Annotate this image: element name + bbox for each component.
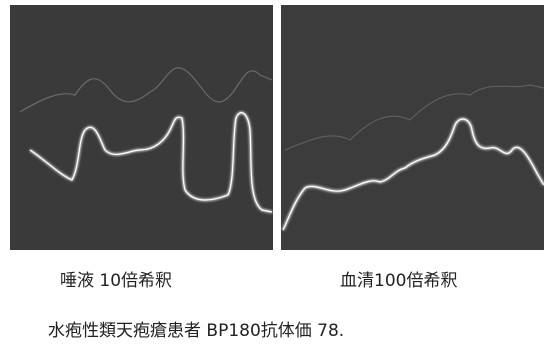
right-caption: 血清100倍希釈 [340,266,457,291]
left-caption: 唾液 10倍希釈 [60,266,172,291]
footer-caption: 水疱性類天疱瘡患者 BP180抗体価 78. [48,316,344,341]
left-panel [10,5,273,250]
right-panel [281,5,544,250]
figure: 唾液 10倍希釈 血清100倍希釈 水疱性類天疱瘡患者 BP180抗体価 78. [0,0,544,360]
micrographs [0,0,544,260]
